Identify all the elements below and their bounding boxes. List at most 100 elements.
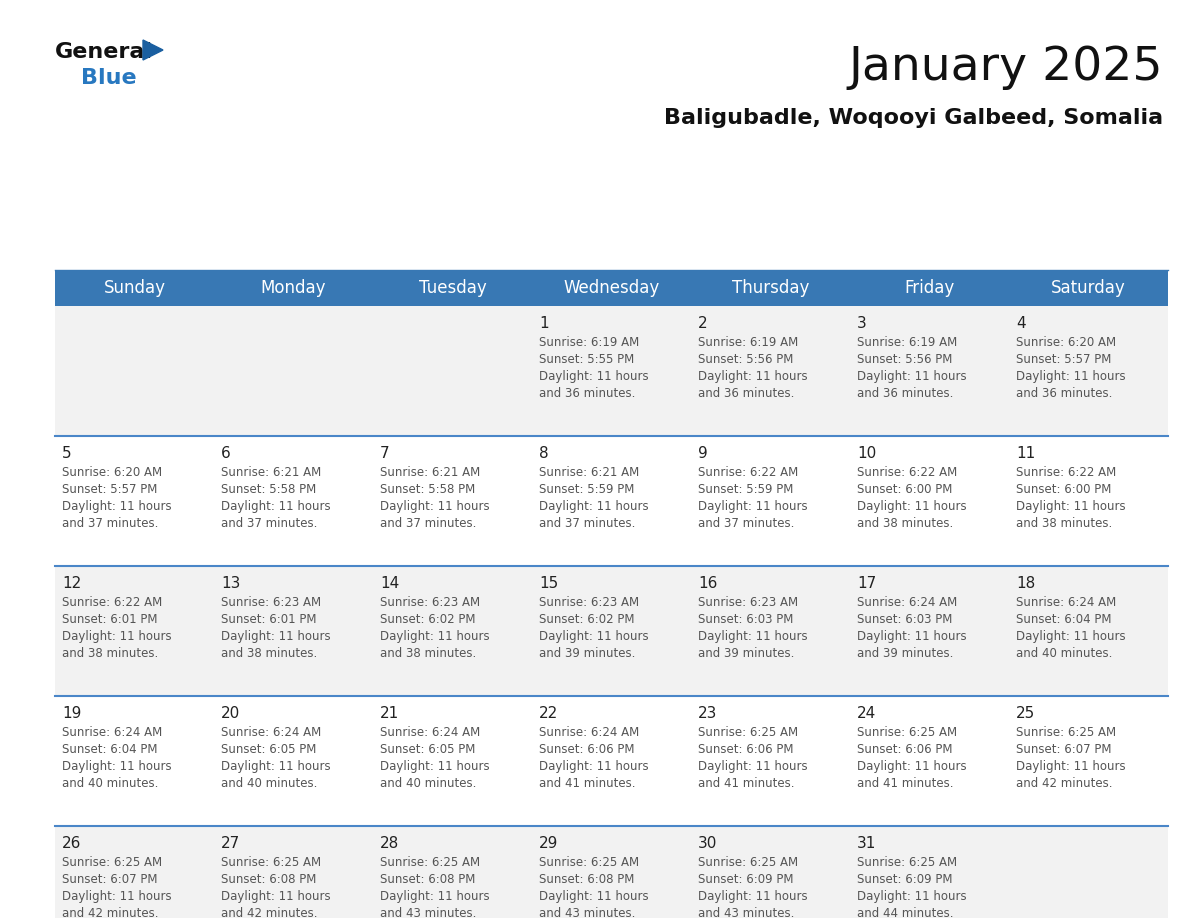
Text: Sunrise: 6:21 AM: Sunrise: 6:21 AM [539, 466, 639, 479]
Text: 29: 29 [539, 836, 558, 851]
Text: 22: 22 [539, 706, 558, 721]
Text: Sunrise: 6:19 AM: Sunrise: 6:19 AM [539, 336, 639, 349]
Text: and 42 minutes.: and 42 minutes. [62, 907, 158, 918]
Text: Sunset: 6:06 PM: Sunset: 6:06 PM [539, 743, 634, 756]
Text: and 36 minutes.: and 36 minutes. [857, 387, 954, 400]
Text: Daylight: 11 hours: Daylight: 11 hours [699, 630, 808, 643]
Text: Daylight: 11 hours: Daylight: 11 hours [699, 370, 808, 383]
Text: 20: 20 [221, 706, 240, 721]
Text: and 36 minutes.: and 36 minutes. [539, 387, 636, 400]
Text: Sunrise: 6:20 AM: Sunrise: 6:20 AM [62, 466, 162, 479]
Text: Daylight: 11 hours: Daylight: 11 hours [857, 760, 967, 773]
Text: 6: 6 [221, 446, 230, 461]
Text: Daylight: 11 hours: Daylight: 11 hours [539, 890, 649, 903]
Text: Sunset: 6:03 PM: Sunset: 6:03 PM [857, 613, 953, 626]
Text: Sunset: 6:09 PM: Sunset: 6:09 PM [857, 873, 953, 886]
Text: Sunset: 6:05 PM: Sunset: 6:05 PM [221, 743, 316, 756]
Text: 1: 1 [539, 316, 549, 331]
Text: 2: 2 [699, 316, 708, 331]
Text: Sunrise: 6:25 AM: Sunrise: 6:25 AM [62, 856, 162, 869]
Bar [55, 566, 1168, 696]
Text: Sunset: 5:55 PM: Sunset: 5:55 PM [539, 353, 634, 366]
Text: Daylight: 11 hours: Daylight: 11 hours [62, 500, 171, 513]
Text: Daylight: 11 hours: Daylight: 11 hours [699, 890, 808, 903]
Bar [55, 306, 1168, 436]
Text: Sunset: 6:00 PM: Sunset: 6:00 PM [857, 483, 953, 496]
Text: and 36 minutes.: and 36 minutes. [1016, 387, 1112, 400]
Text: Sunday: Sunday [103, 279, 165, 297]
Text: 31: 31 [857, 836, 877, 851]
Text: Sunrise: 6:20 AM: Sunrise: 6:20 AM [1016, 336, 1116, 349]
Text: Friday: Friday [904, 279, 955, 297]
Text: 15: 15 [539, 576, 558, 591]
Text: Monday: Monday [260, 279, 327, 297]
Bar [55, 826, 1168, 918]
Text: General: General [55, 42, 153, 62]
Text: and 43 minutes.: and 43 minutes. [380, 907, 476, 918]
Text: Sunrise: 6:24 AM: Sunrise: 6:24 AM [62, 726, 163, 739]
Text: Daylight: 11 hours: Daylight: 11 hours [699, 760, 808, 773]
Text: Sunrise: 6:23 AM: Sunrise: 6:23 AM [221, 596, 321, 609]
Text: Sunrise: 6:25 AM: Sunrise: 6:25 AM [857, 726, 958, 739]
Text: Sunrise: 6:19 AM: Sunrise: 6:19 AM [857, 336, 958, 349]
Text: and 41 minutes.: and 41 minutes. [699, 777, 795, 790]
Text: Sunset: 6:00 PM: Sunset: 6:00 PM [1016, 483, 1112, 496]
Text: Daylight: 11 hours: Daylight: 11 hours [221, 760, 330, 773]
Text: 26: 26 [62, 836, 81, 851]
Text: 24: 24 [857, 706, 877, 721]
Text: 21: 21 [380, 706, 399, 721]
Text: Daylight: 11 hours: Daylight: 11 hours [62, 630, 171, 643]
Text: 3: 3 [857, 316, 867, 331]
Text: 14: 14 [380, 576, 399, 591]
Text: Daylight: 11 hours: Daylight: 11 hours [1016, 500, 1125, 513]
Text: and 40 minutes.: and 40 minutes. [380, 777, 476, 790]
Text: Sunset: 6:09 PM: Sunset: 6:09 PM [699, 873, 794, 886]
Text: 19: 19 [62, 706, 81, 721]
Text: and 38 minutes.: and 38 minutes. [62, 647, 158, 660]
Text: and 43 minutes.: and 43 minutes. [539, 907, 636, 918]
Text: 18: 18 [1016, 576, 1035, 591]
Text: and 37 minutes.: and 37 minutes. [62, 517, 158, 530]
Text: 27: 27 [221, 836, 240, 851]
Text: Sunrise: 6:23 AM: Sunrise: 6:23 AM [539, 596, 639, 609]
Text: and 39 minutes.: and 39 minutes. [857, 647, 954, 660]
Text: 16: 16 [699, 576, 718, 591]
Text: Daylight: 11 hours: Daylight: 11 hours [857, 500, 967, 513]
Text: Sunset: 6:01 PM: Sunset: 6:01 PM [221, 613, 316, 626]
Text: and 40 minutes.: and 40 minutes. [221, 777, 317, 790]
Text: Sunset: 5:59 PM: Sunset: 5:59 PM [699, 483, 794, 496]
Text: 10: 10 [857, 446, 877, 461]
Text: Daylight: 11 hours: Daylight: 11 hours [1016, 630, 1125, 643]
Text: Daylight: 11 hours: Daylight: 11 hours [380, 500, 489, 513]
Text: Sunset: 6:04 PM: Sunset: 6:04 PM [1016, 613, 1112, 626]
Text: Daylight: 11 hours: Daylight: 11 hours [380, 890, 489, 903]
Polygon shape [143, 40, 163, 60]
Text: Sunset: 6:08 PM: Sunset: 6:08 PM [539, 873, 634, 886]
Text: Sunset: 5:56 PM: Sunset: 5:56 PM [857, 353, 953, 366]
Text: Daylight: 11 hours: Daylight: 11 hours [857, 630, 967, 643]
Text: Sunrise: 6:25 AM: Sunrise: 6:25 AM [1016, 726, 1116, 739]
Text: and 37 minutes.: and 37 minutes. [539, 517, 636, 530]
Text: and 40 minutes.: and 40 minutes. [1016, 647, 1112, 660]
Bar [55, 696, 1168, 826]
Text: Sunrise: 6:25 AM: Sunrise: 6:25 AM [699, 856, 798, 869]
Text: and 38 minutes.: and 38 minutes. [221, 647, 317, 660]
Text: Daylight: 11 hours: Daylight: 11 hours [221, 500, 330, 513]
Text: and 42 minutes.: and 42 minutes. [1016, 777, 1112, 790]
Text: Sunrise: 6:21 AM: Sunrise: 6:21 AM [221, 466, 321, 479]
Text: Sunset: 5:57 PM: Sunset: 5:57 PM [1016, 353, 1112, 366]
Text: and 37 minutes.: and 37 minutes. [221, 517, 317, 530]
Text: Daylight: 11 hours: Daylight: 11 hours [857, 370, 967, 383]
Text: Sunrise: 6:24 AM: Sunrise: 6:24 AM [380, 726, 480, 739]
Text: 17: 17 [857, 576, 877, 591]
Text: and 37 minutes.: and 37 minutes. [380, 517, 476, 530]
Text: Tuesday: Tuesday [418, 279, 486, 297]
Text: Saturday: Saturday [1051, 279, 1126, 297]
Text: and 38 minutes.: and 38 minutes. [380, 647, 476, 660]
Text: Sunset: 6:06 PM: Sunset: 6:06 PM [699, 743, 794, 756]
Text: Sunrise: 6:19 AM: Sunrise: 6:19 AM [699, 336, 798, 349]
Text: 5: 5 [62, 446, 71, 461]
Text: Sunrise: 6:24 AM: Sunrise: 6:24 AM [1016, 596, 1117, 609]
Text: Sunrise: 6:24 AM: Sunrise: 6:24 AM [857, 596, 958, 609]
Text: 8: 8 [539, 446, 549, 461]
